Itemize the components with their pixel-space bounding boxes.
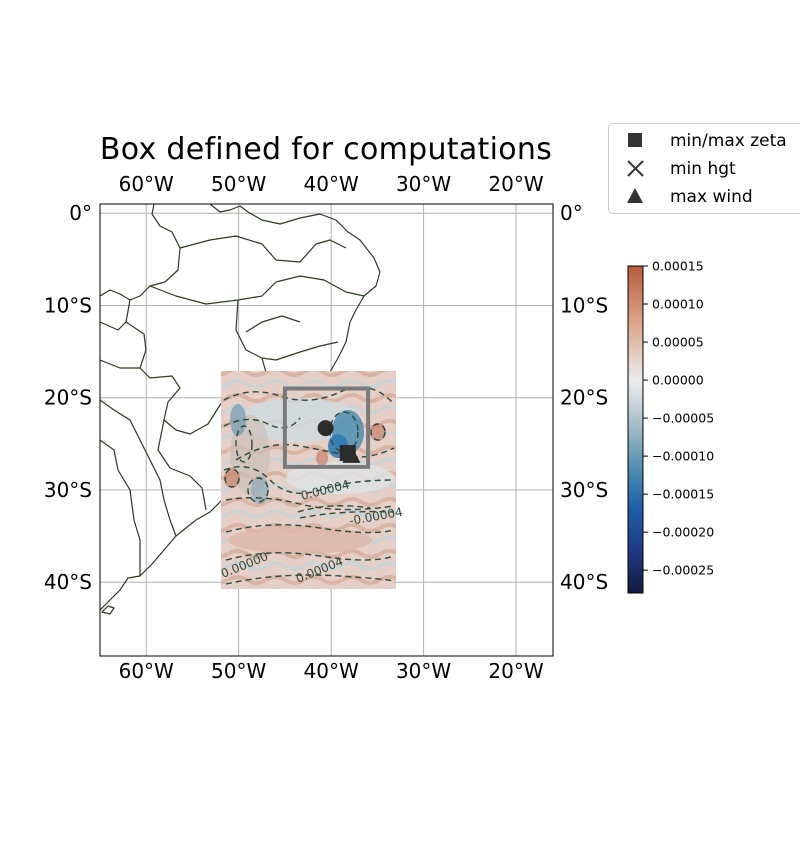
- colorbar-tick-label: −0.00025: [652, 563, 714, 578]
- lon-label-top: 60°W: [119, 172, 174, 196]
- contour-lines: [223, 386, 396, 585]
- legend-label-zeta: min/max zeta: [670, 131, 787, 151]
- lon-label-bottom: 50°W: [211, 659, 266, 683]
- lon-label-bottom: 60°W: [119, 659, 174, 683]
- lon-label-bottom: 30°W: [396, 659, 451, 683]
- lon-label-top: 40°W: [304, 172, 359, 196]
- markers: [317, 420, 361, 463]
- legend-box: [608, 123, 800, 214]
- lon-label-bottom: 20°W: [488, 659, 543, 683]
- lat-label-left: 0°: [69, 201, 92, 225]
- axis-labels: 60°W 60°W 50°W 50°W 40°W 40°W 30°W 30°W 20°W 20°W…: [44, 172, 608, 683]
- lat-label-right: 30°S: [560, 478, 608, 502]
- lon-label-top: 20°W: [488, 172, 543, 196]
- lon-label-top: 30°W: [396, 172, 451, 196]
- triangle-marker: [342, 445, 361, 463]
- lat-label-right: 20°S: [560, 386, 608, 410]
- x-icon: [627, 160, 644, 177]
- legend-label-wind: max wind: [670, 187, 753, 207]
- lat-label-right: 10°S: [560, 293, 608, 317]
- map-frame: [99, 203, 554, 657]
- legend-label-hgt: min hgt: [670, 159, 736, 179]
- colorbar-tick-label: −0.00020: [652, 525, 714, 540]
- triangle-icon: [627, 188, 643, 203]
- lat-label-left: 30°S: [44, 478, 92, 502]
- colorbar-tick-label: −0.00005: [652, 411, 714, 426]
- colorbar-tick-label: −0.00015: [652, 487, 714, 502]
- lat-label-right: 40°S: [560, 570, 608, 594]
- colorbar-tick-label: 0.00010: [652, 297, 704, 312]
- colorbar-tick-label: 0.00015: [652, 259, 704, 274]
- legend: min/max zeta min hgt max wind: [608, 123, 800, 214]
- map-title: Box defined for computations: [99, 132, 553, 167]
- lat-label-left: 20°S: [44, 386, 92, 410]
- computation-box: [282, 386, 371, 469]
- lon-label-bottom: 40°W: [304, 659, 359, 683]
- colorbar-scale: [627, 265, 644, 594]
- colorbar: 0.00015 0.00010 0.00005 0.00000 −0.00005 −0.0…: [627, 259, 714, 594]
- lat-label-left: 10°S: [44, 293, 92, 317]
- square-icon: [628, 133, 642, 147]
- circle-marker: [317, 420, 334, 437]
- colorbar-tick-label: −0.00010: [652, 449, 714, 464]
- lat-label-right: 0°: [560, 201, 583, 225]
- colorbar-tick-label: 0.00000: [652, 373, 704, 388]
- colorbar-tick-label: 0.00005: [652, 335, 704, 350]
- lat-label-left: 40°S: [44, 570, 92, 594]
- lon-label-top: 50°W: [211, 172, 266, 196]
